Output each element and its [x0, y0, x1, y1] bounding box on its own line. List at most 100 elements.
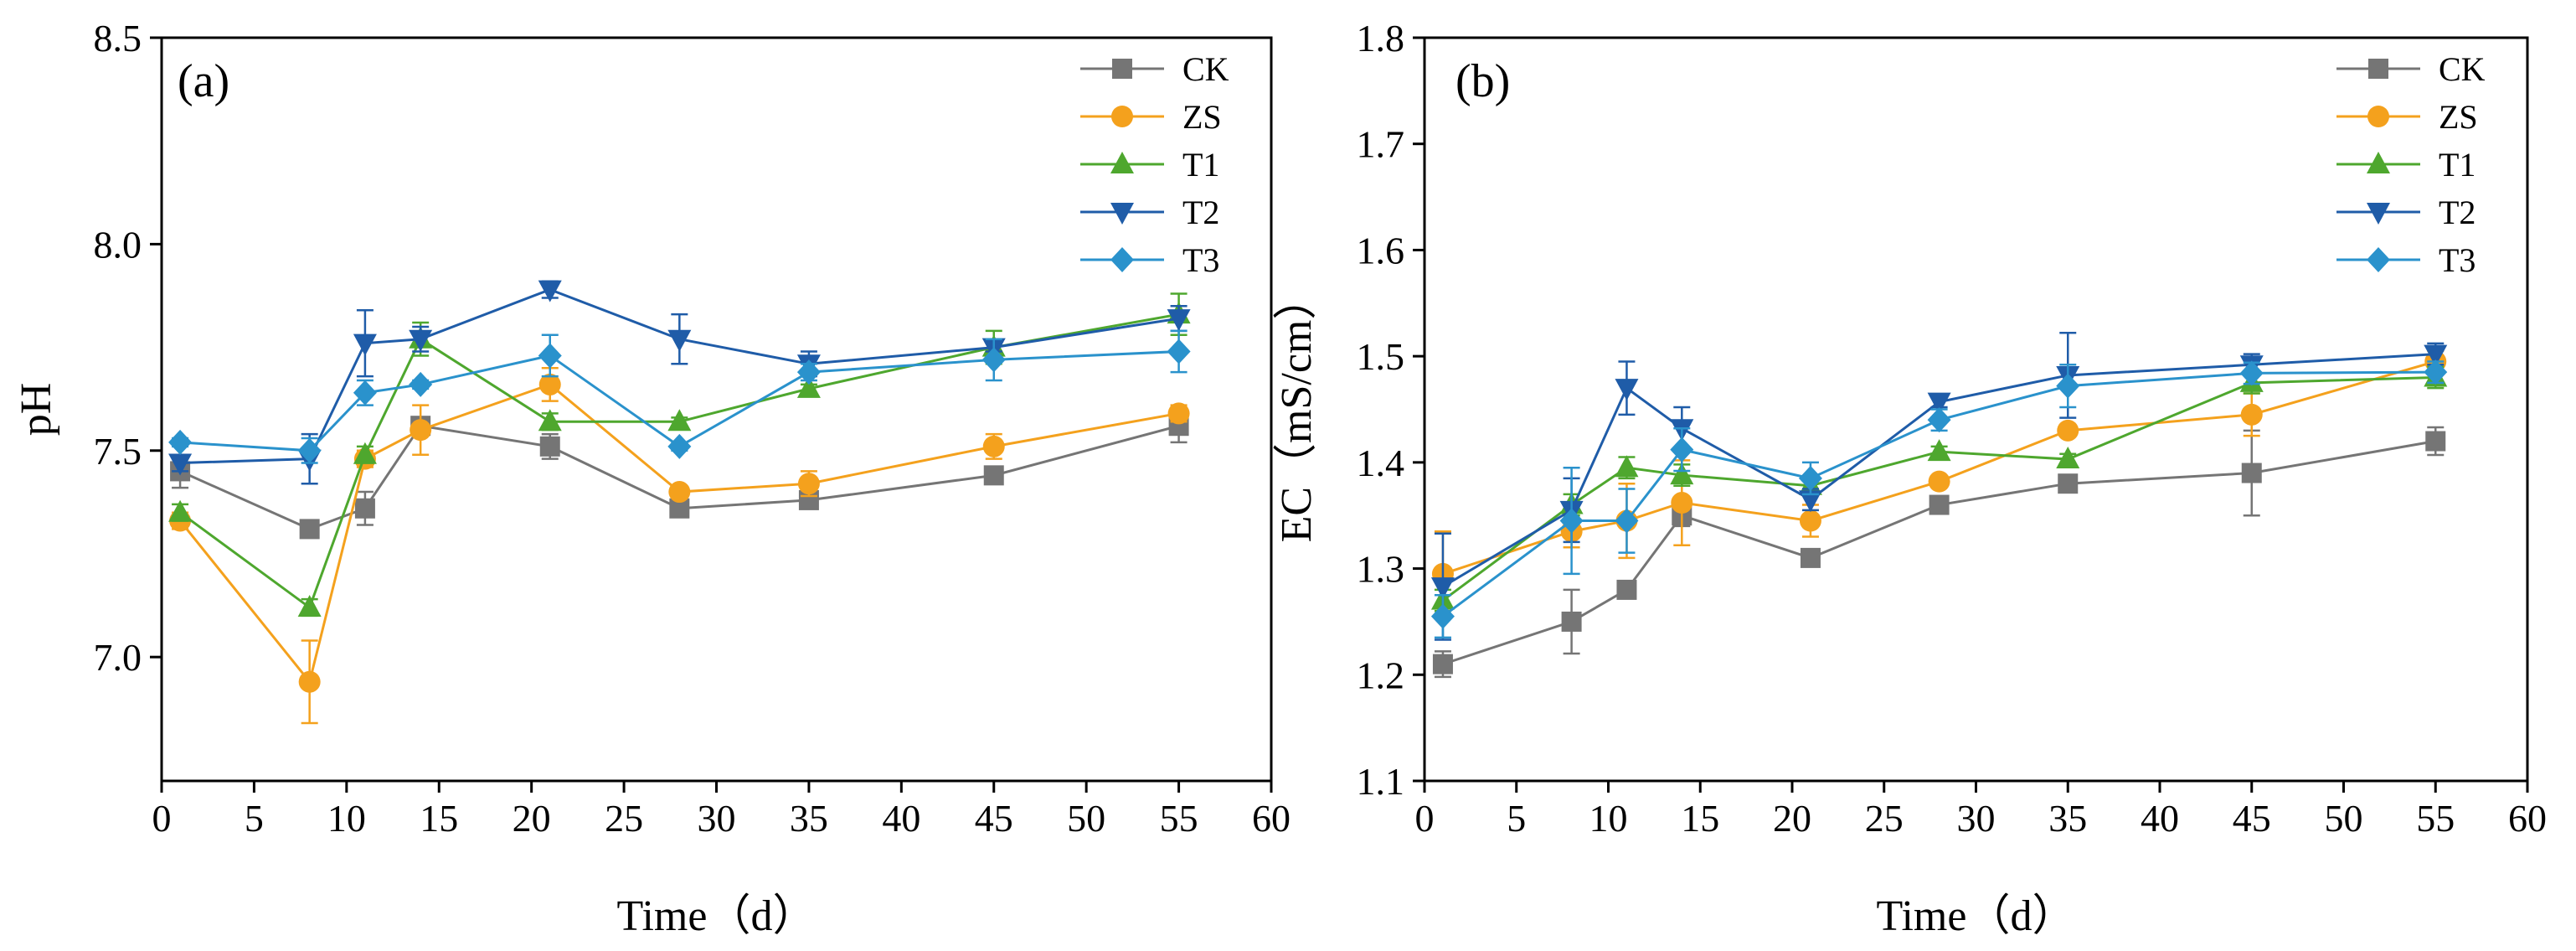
x-tick-label: 20 [513, 797, 551, 840]
series-t2 [1430, 332, 2448, 641]
data-point-ck [2241, 463, 2262, 483]
data-point-ck [1561, 611, 1582, 632]
data-point-t3 [1559, 508, 1584, 534]
legend-label: T3 [1182, 241, 1219, 279]
data-point-t1 [1927, 439, 1951, 462]
data-point-zs [1167, 402, 1190, 425]
y-tick-label: 1.8 [1357, 17, 1405, 59]
y-tick-label: 1.6 [1357, 229, 1405, 271]
y-axis-title: pH [13, 383, 60, 437]
data-point-t3 [796, 359, 821, 385]
data-point-zs [1928, 470, 1950, 493]
data-point-t3 [667, 433, 692, 459]
x-tick-label: 15 [1681, 797, 1719, 840]
data-point-t1 [1670, 463, 1694, 485]
legend-label: T2 [2439, 194, 2476, 231]
data-point-t3 [297, 437, 322, 463]
y-tick-label: 7.0 [94, 636, 142, 679]
data-point-ck [1432, 654, 1453, 674]
x-tick-label: 30 [1957, 797, 1996, 840]
y-tick-label: 1.3 [1357, 548, 1405, 591]
data-point-t3 [1670, 437, 1694, 463]
series-ck [1432, 426, 2446, 679]
data-point-t2 [409, 329, 433, 352]
data-point-zs [668, 481, 691, 504]
y-tick-label: 1.4 [1357, 442, 1405, 484]
y-tick-label: 8.0 [94, 223, 142, 266]
x-tick-label: 5 [1507, 797, 1526, 840]
data-point-t2 [1167, 309, 1191, 332]
x-tick-label: 25 [605, 797, 643, 840]
x-tick-label: 35 [790, 797, 828, 840]
x-tick-label: 0 [1415, 797, 1435, 840]
data-point-t3 [981, 347, 1006, 373]
data-point-t2 [1927, 392, 1951, 415]
data-point-t3 [1927, 407, 1951, 433]
data-point-zs [410, 419, 432, 442]
data-point-t1 [796, 375, 821, 398]
data-point-t3 [168, 429, 193, 455]
legend-label: T3 [2439, 241, 2476, 279]
y-tick-label: 8.5 [94, 17, 142, 59]
x-tick-label: 5 [245, 797, 264, 840]
data-point-t1 [2056, 447, 2080, 469]
x-tick-label: 40 [2141, 797, 2179, 840]
data-point-t3 [1615, 508, 1639, 534]
data-point-zs [982, 435, 1005, 457]
legend-marker [1110, 152, 1134, 173]
data-point-ck [1800, 547, 1821, 568]
legend: CK ZS T1 T2 T3 [2336, 50, 2486, 279]
data-point-t1 [297, 595, 322, 618]
x-tick-label: 10 [327, 797, 366, 840]
data-point-zs [1799, 509, 1821, 532]
series-t3 [1430, 359, 2448, 639]
data-point-t1 [353, 442, 377, 464]
legend-label: ZS [2439, 98, 2478, 136]
legend-marker [1112, 59, 1132, 79]
x-tick-label: 45 [975, 797, 1013, 840]
y-tick-label: 7.5 [94, 430, 142, 473]
data-point-ck [1929, 494, 1950, 515]
legend-marker [2367, 203, 2390, 225]
data-point-t1 [1615, 455, 1639, 478]
panel-a-ph-chart: 0 5 10 15 20 25 30 35 40 45 50 55 60 7.0 7.5 8.0 8.5 Time… [13, 17, 1291, 940]
x-tick-label: 20 [1773, 797, 1811, 840]
data-point-t2 [1615, 379, 1639, 401]
legend: CK ZS T1 T2 T3 [1080, 50, 1229, 279]
x-tick-label: 30 [698, 797, 736, 840]
legend-marker [2368, 59, 2388, 79]
x-tick-label: 55 [1160, 797, 1198, 840]
x-tick-label: 25 [1865, 797, 1904, 840]
data-point-ck [539, 436, 560, 457]
data-point-t2 [1430, 577, 1455, 600]
x-tick-label: 45 [2233, 797, 2271, 840]
x-tick-label: 50 [1067, 797, 1105, 840]
data-point-t1 [168, 499, 193, 522]
data-point-t3 [538, 343, 562, 369]
legend-label: T1 [1182, 146, 1219, 183]
x-tick-label: 40 [882, 797, 920, 840]
data-point-t3 [2239, 360, 2264, 386]
x-tick-label: 60 [1252, 797, 1291, 840]
data-point-t2 [667, 329, 692, 352]
legend-label: ZS [1182, 98, 1222, 136]
legend-label: T2 [1182, 194, 1219, 231]
series-line-t2 [1442, 353, 2436, 588]
data-point-zs [298, 670, 321, 693]
data-point-zs [2240, 403, 2263, 426]
x-tick-label: 50 [2325, 797, 2363, 840]
data-point-t2 [2424, 344, 2448, 367]
legend-marker [1110, 247, 1134, 272]
data-point-t3 [1430, 603, 1455, 629]
legend-label: T1 [2439, 146, 2476, 183]
data-point-t3 [1798, 465, 1822, 491]
data-point-t1 [538, 409, 562, 432]
data-point-ck [983, 465, 1004, 486]
data-point-ck [1616, 579, 1637, 600]
plot-frame [160, 36, 1273, 783]
y-tick-label: 1.2 [1357, 654, 1405, 696]
y-tick-label: 1.1 [1357, 760, 1405, 803]
legend-marker [1110, 203, 1134, 225]
legend-marker [2367, 247, 2390, 272]
